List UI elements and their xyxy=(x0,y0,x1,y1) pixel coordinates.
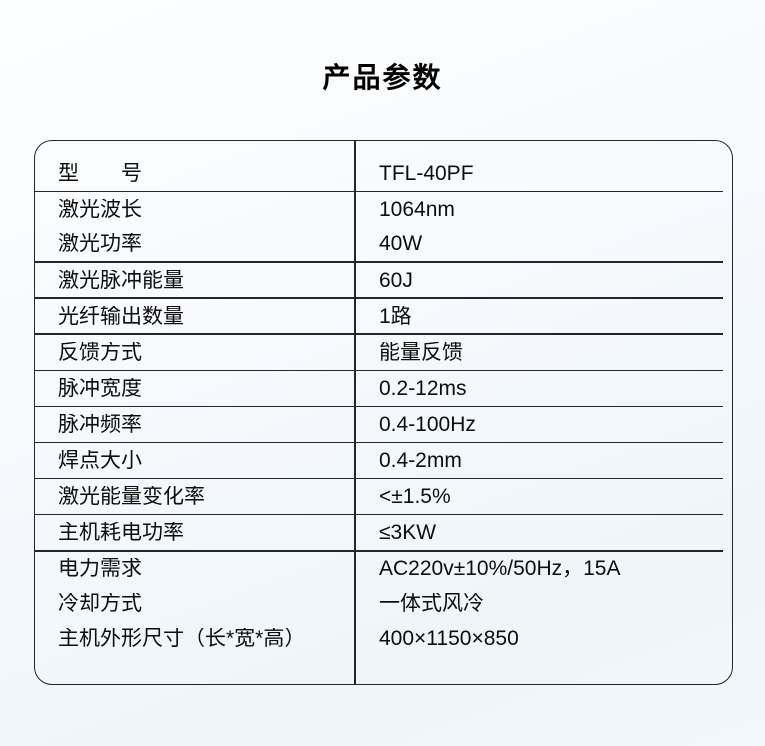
table-group: 主机耗电功率 ≤3KW xyxy=(35,515,732,550)
spec-label: 脉冲频率 xyxy=(58,413,142,435)
spec-value: 1064nm xyxy=(379,198,455,220)
table-group: 激光能量变化率 <±1.5% xyxy=(35,479,732,514)
table-group: 焊点大小 0.4-2mm xyxy=(35,443,732,478)
row-separator xyxy=(35,297,723,299)
spec-value: ≤3KW xyxy=(379,522,437,544)
row-separator xyxy=(35,477,723,480)
spec-label: 主机外形尺寸（长*宽*高） xyxy=(58,627,306,649)
row-separator xyxy=(35,333,723,335)
spec-value: TFL-40PF xyxy=(379,162,474,184)
spec-value: 40W xyxy=(379,233,423,255)
spec-value: AC220v±10%/50Hz，15A xyxy=(379,558,621,580)
spec-value: 1路 xyxy=(379,305,412,327)
spec-label: 激光波长 xyxy=(58,198,142,220)
table-group: 电力需求 AC220v±10%/50Hz，15A 冷却方式 一体式风冷主机外形尺寸（长… xyxy=(35,552,732,656)
spec-value: 一体式风冷 xyxy=(379,592,484,614)
spec-label: 主机耗电功率 xyxy=(58,522,184,544)
table-group: 反馈方式 能量反馈 xyxy=(35,335,732,370)
table-row: 焊点大小 0.4-2mm xyxy=(35,443,732,478)
spec-label: 光纤输出数量 xyxy=(58,305,184,327)
table-group: 脉冲宽度 0.2-12ms xyxy=(35,371,732,406)
spec-value: 400×1150×850 xyxy=(379,627,519,649)
row-separator xyxy=(35,513,723,516)
table-group: 光纤输出数量 1路 xyxy=(35,299,732,334)
spec-label: 焊点大小 xyxy=(58,450,142,472)
table-row: 主机外形尺寸（长*宽*高） 400×1150×850 xyxy=(35,621,732,656)
spec-table: 型 号 TFL-40PF 激光波长 1064nm 激光功率 40W 激光脉冲能量 60J 光纤输… xyxy=(34,140,733,685)
row-separator xyxy=(35,550,723,552)
table-body: 型 号 TFL-40PF 激光波长 1064nm 激光功率 40W 激光脉冲能量 60J 光纤输… xyxy=(35,141,732,684)
spec-label: 反馈方式 xyxy=(58,341,142,363)
table-group: 脉冲频率 0.4-100Hz xyxy=(35,407,732,442)
spec-value: 能量反馈 xyxy=(379,341,463,363)
spec-label: 激光能量变化率 xyxy=(58,486,205,508)
spec-label: 电力需求 xyxy=(58,558,142,580)
spec-value: 0.2-12ms xyxy=(379,377,467,399)
table-row: 激光波长 1064nm xyxy=(35,192,732,227)
row-separator xyxy=(35,190,723,193)
row-separator xyxy=(35,261,723,263)
table-row: 脉冲宽度 0.2-12ms xyxy=(35,371,732,406)
table-row: 激光功率 40W xyxy=(35,227,732,262)
row-separator xyxy=(35,369,723,372)
row-separator xyxy=(35,441,723,444)
row-separator xyxy=(35,405,723,408)
table-group: 激光脉冲能量 60J xyxy=(35,263,732,298)
spec-value: 0.4-100Hz xyxy=(379,413,476,435)
column-divider xyxy=(354,141,356,684)
table-row: 冷却方式 一体式风冷 xyxy=(35,586,732,621)
spec-value: 0.4-2mm xyxy=(379,450,462,472)
table-row: 光纤输出数量 1路 xyxy=(35,299,732,334)
spec-value: 60J xyxy=(379,269,413,291)
table-group: 型 号 TFL-40PF xyxy=(35,141,732,191)
table-row: 激光脉冲能量 60J xyxy=(35,263,732,298)
page-title: 产品参数 xyxy=(322,62,443,93)
table-row: 电力需求 AC220v±10%/50Hz，15A xyxy=(35,552,732,587)
table-group: 激光波长 1064nm 激光功率 40W xyxy=(35,192,732,261)
table-row: 脉冲频率 0.4-100Hz xyxy=(35,407,732,442)
spec-value: <±1.5% xyxy=(379,486,451,508)
spec-label: 型 号 xyxy=(58,162,142,184)
spec-label: 脉冲宽度 xyxy=(58,377,142,399)
table-row: 型 号 TFL-40PF xyxy=(35,156,732,191)
table-row: 反馈方式 能量反馈 xyxy=(35,335,732,370)
table-row: 主机耗电功率 ≤3KW xyxy=(35,515,732,550)
spec-label: 激光脉冲能量 xyxy=(58,269,184,291)
spec-label: 冷却方式 xyxy=(58,592,142,614)
table-row: 激光能量变化率 <±1.5% xyxy=(35,479,732,514)
spec-label: 激光功率 xyxy=(58,233,142,255)
